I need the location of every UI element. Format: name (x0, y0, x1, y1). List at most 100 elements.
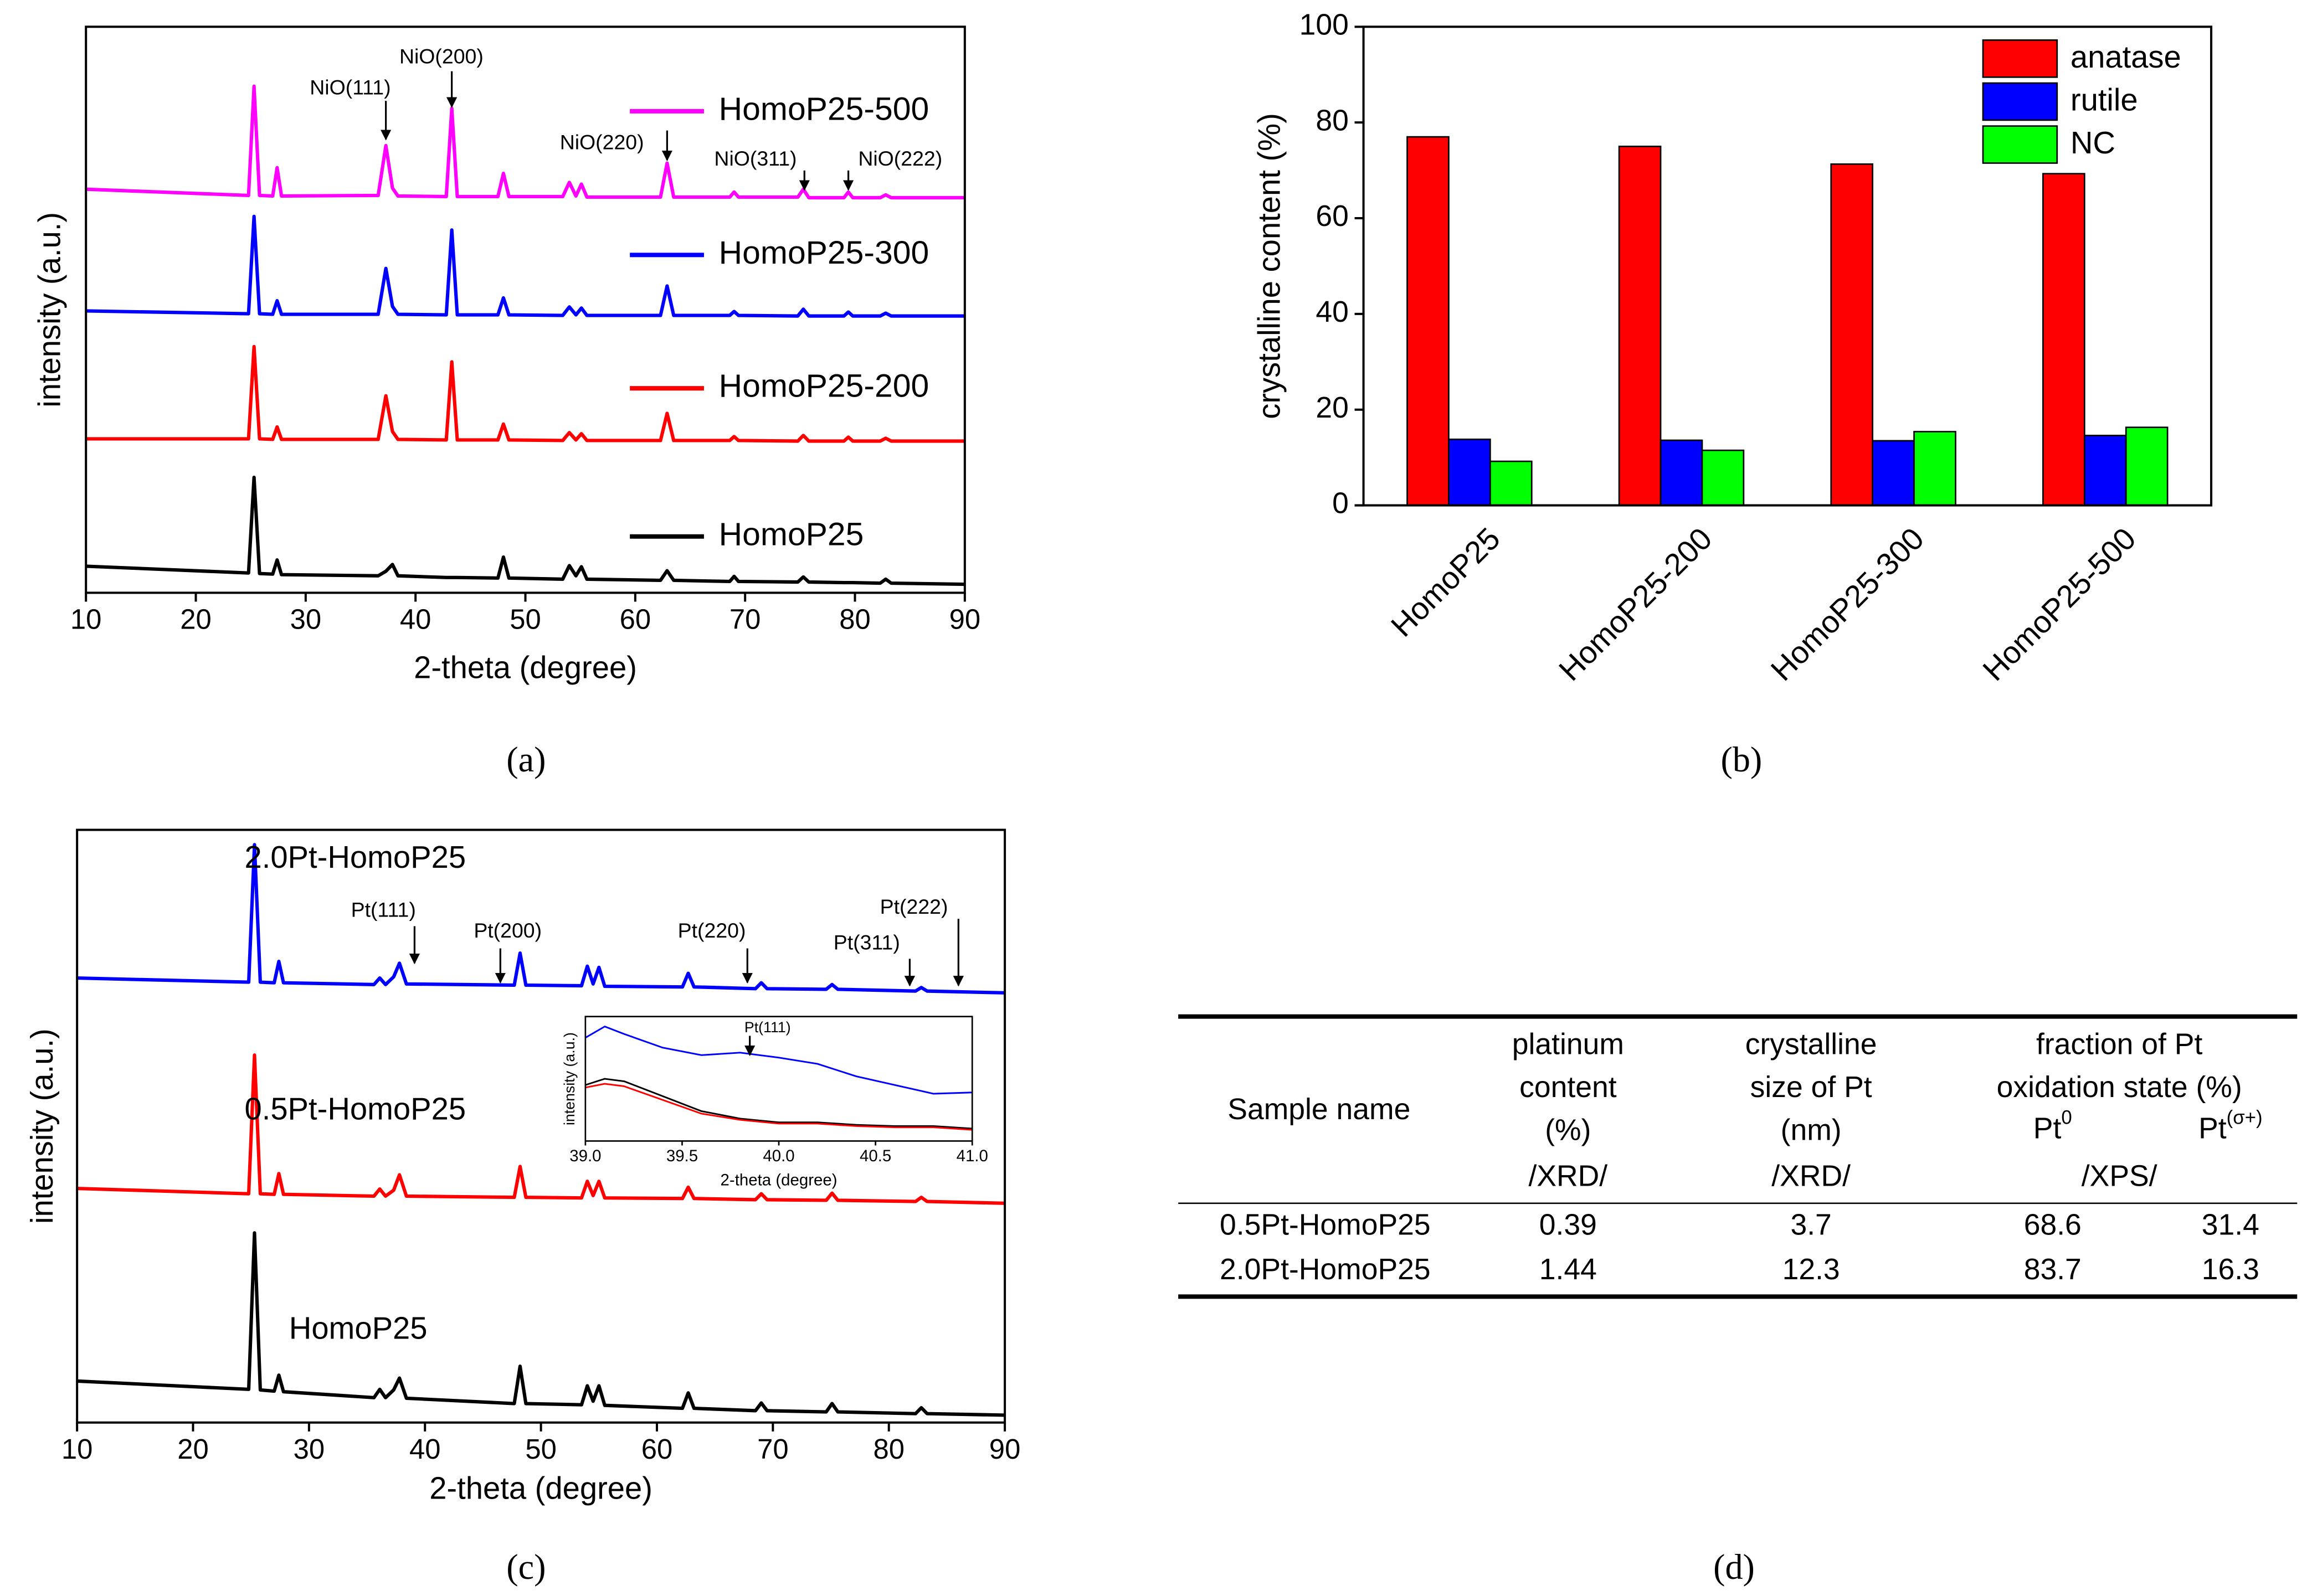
table-cell: 1.44 (1539, 1253, 1597, 1286)
annotation-label: NiO(222) (858, 147, 942, 170)
data-line (86, 214, 965, 318)
data-line (86, 84, 965, 200)
data-line (585, 1026, 973, 1095)
x-tick-label: 90 (949, 603, 981, 635)
data-line (76, 1231, 1005, 1417)
table-cell: 68.6 (2024, 1209, 2082, 1242)
y-axis-label: intensity (a.u.) (24, 1028, 59, 1224)
annotation-label: NiO(311) (714, 147, 797, 170)
annotation-label: NiO(220) (560, 131, 644, 154)
plot-frame (1362, 25, 2213, 507)
bar (2042, 173, 2085, 506)
table-subheader: Pt(σ+) (2198, 1107, 2262, 1145)
bar (1830, 163, 1874, 506)
x-axis-label: 2-theta (degree) (429, 1471, 653, 1506)
y-tick-label: 40 (1316, 296, 1349, 328)
y-tick-label: 80 (1316, 104, 1349, 137)
table-method: /XRD/ (1771, 1160, 1851, 1192)
data-line (77, 1053, 1005, 1205)
annotation-label: Pt(222) (880, 895, 948, 918)
bar (1872, 440, 1915, 506)
table-header: Sample name (1227, 1093, 1410, 1126)
panel-label: (a) (506, 740, 546, 779)
y-tick-label: 100 (1299, 8, 1349, 41)
x-tick-label: 40.5 (860, 1147, 891, 1165)
legend-label: HomoP25-500 (719, 91, 929, 127)
legend-label: rutile (2070, 83, 2138, 117)
x-tick-label: 70 (729, 603, 761, 635)
annotation-label: NiO(200) (399, 44, 484, 68)
legend-label: anatase (2070, 39, 2181, 74)
x-tick-label: 41.0 (957, 1147, 988, 1165)
subheader-base: Pt (2198, 1113, 2227, 1145)
table-header: platinum (1512, 1028, 1624, 1060)
x-tick-label: 30 (290, 603, 322, 635)
table-cell: 83.7 (2024, 1253, 2082, 1286)
bar (2083, 435, 2127, 506)
bar (1448, 438, 1491, 506)
x-tick-label: 10 (61, 1433, 93, 1465)
x-tick-label: 80 (873, 1433, 905, 1465)
table-header: crystalline (1745, 1028, 1877, 1060)
x-tick-label: 90 (989, 1433, 1021, 1465)
panel-label: (c) (506, 1547, 546, 1587)
x-tick-label: 40 (409, 1433, 441, 1465)
x-tick-label: 20 (177, 1433, 209, 1465)
data-line (585, 1083, 973, 1131)
table-header: size of Pt (1750, 1071, 1872, 1104)
x-axis-label: 2-theta (degree) (721, 1171, 838, 1189)
annotation-label: Pt(220) (678, 919, 746, 942)
bar (1701, 449, 1745, 506)
x-tick-label: 30 (294, 1433, 325, 1465)
table-header: content (1519, 1071, 1617, 1104)
data-line (86, 344, 965, 443)
x-tick-label: 60 (620, 603, 651, 635)
table-cell: 3.7 (1790, 1209, 1831, 1242)
y-tick-label: 60 (1316, 200, 1349, 233)
x-tick-label: 50 (525, 1433, 557, 1465)
bar (1406, 136, 1450, 506)
legend-label: HomoP25-300 (719, 235, 929, 271)
x-tick-label: 40.0 (763, 1147, 794, 1165)
annotation-label: Pt(111) (744, 1019, 791, 1036)
x-tick-label: 50 (510, 603, 541, 635)
table-header: oxidation state (%) (1997, 1071, 2242, 1104)
y-tick-label: 20 (1316, 392, 1349, 424)
table-header: (nm) (1781, 1114, 1842, 1146)
table-cell: 31.4 (2202, 1209, 2259, 1242)
legend-label: 0.5Pt-HomoP25 (244, 1092, 466, 1126)
y-axis-label: crystalline content (%) (1252, 113, 1287, 419)
y-tick-label: 0 (1332, 487, 1349, 520)
panel-label: (d) (1713, 1547, 1755, 1587)
x-tick-label: 80 (839, 603, 871, 635)
table-header: (%) (1545, 1114, 1591, 1146)
y-axis-label: intensity (a.u.) (32, 212, 66, 408)
x-tick-label: 60 (641, 1433, 673, 1465)
x-tick-label: 39.0 (569, 1147, 601, 1165)
legend-label: NC (2070, 125, 2115, 160)
legend-label: 2.0Pt-HomoP25 (244, 840, 466, 874)
bar (2125, 426, 2169, 506)
panel-label: (b) (1720, 740, 1762, 779)
legend-swatch (1982, 82, 2058, 121)
data-line (86, 475, 965, 586)
annotation-label: Pt(311) (834, 930, 900, 954)
x-tick-label: 70 (757, 1433, 789, 1465)
annotation-label: Pt(200) (474, 919, 542, 942)
subheader-sup: 0 (2061, 1107, 2072, 1128)
legend-label: HomoP25 (289, 1311, 428, 1346)
table-cell: 16.3 (2202, 1253, 2259, 1286)
table-method: /XPS/ (2082, 1160, 2157, 1192)
data-line (585, 1078, 973, 1130)
x-axis-label: 2-theta (degree) (414, 650, 637, 684)
bar (1618, 146, 1662, 506)
table-cell: 0.5Pt-HomoP25 (1220, 1209, 1431, 1242)
table-method: /XRD/ (1528, 1160, 1607, 1192)
data-line (77, 843, 1005, 995)
annotation-label: Pt(111) (351, 898, 416, 921)
legend-label: HomoP25-200 (719, 368, 929, 404)
table-header: fraction of Pt (2036, 1028, 2202, 1060)
x-tick-label: 20 (180, 603, 212, 635)
table-cell: 12.3 (1782, 1253, 1840, 1286)
annotation-label: NiO(111) (310, 76, 391, 99)
